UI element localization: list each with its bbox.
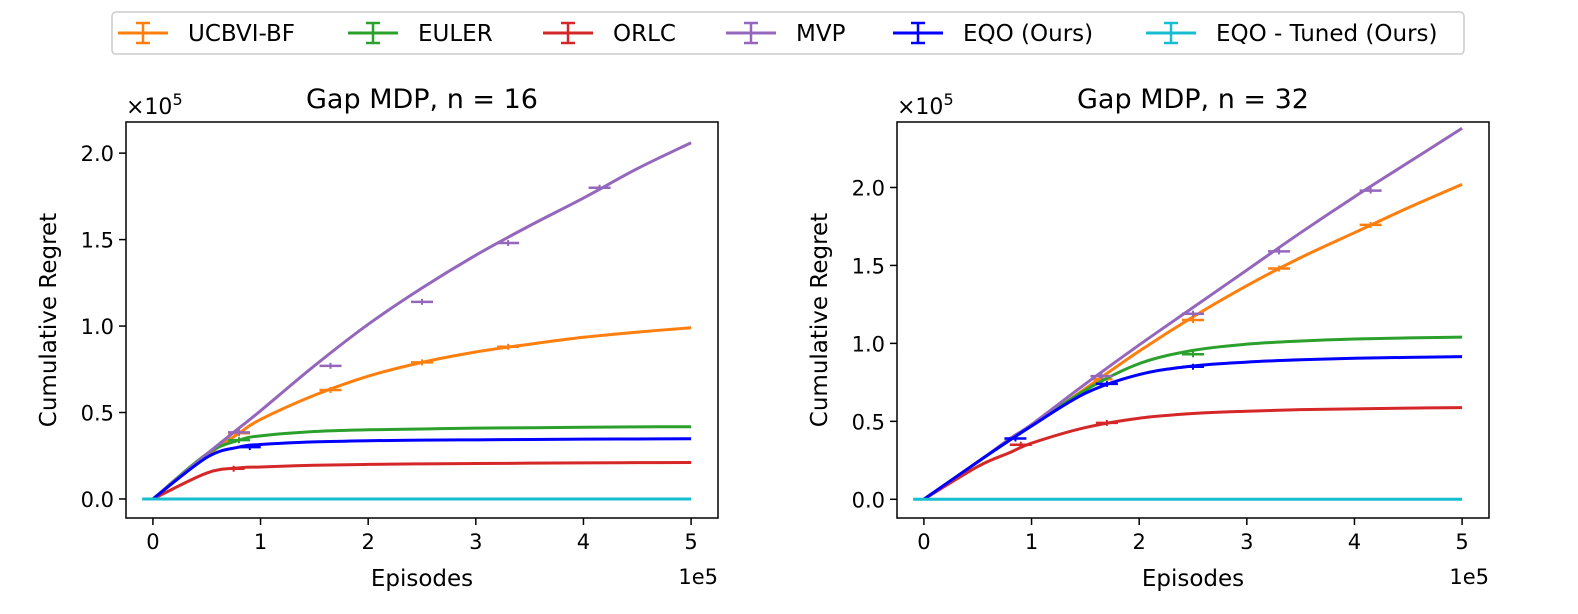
series-ucbvi-bf [923,182,1463,501]
series-line [151,141,692,501]
y-tick-label: 1.0 [81,315,114,339]
chart-title: Gap MDP, n = 16 [306,84,538,115]
x-tick-label: 1 [254,530,267,554]
y-axis-label: Cumulative Regret [807,213,833,427]
series-eqo-ours [923,355,1463,501]
y-multiplier: ×105 [897,90,954,120]
y-multiplier-exp: 5 [943,90,953,109]
plot-frame [125,121,719,519]
chart-title: Gap MDP, n = 32 [1077,84,1309,115]
legend-frame [111,11,1465,55]
series-line [923,182,1463,501]
x-tick-label: 4 [577,530,590,554]
y-multiplier-base: ×10 [897,95,943,120]
series-line [151,437,692,501]
series-mvp [151,141,692,501]
y-axis-label: Cumulative Regret [36,213,62,427]
series-orlc [152,460,692,501]
legend-item-orlc: ORLC [543,21,676,47]
series-line [923,335,1463,501]
legend-label: UCBVI-BF [188,21,295,47]
x-tick-label: 5 [684,530,697,554]
y-tick-label: 0.0 [852,488,885,512]
legend: UCBVI-BF EULER ORLC MVP EQO (Ours) EQO - Tune… [111,11,1465,55]
y-tick-label: 1.0 [852,332,885,356]
series-line [151,425,692,501]
legend-item-ucbvi-bf: UCBVI-BF [118,21,295,47]
legend-item-eqo-ours: EQO (Ours) [893,21,1093,47]
series-ucbvi-bf [151,326,692,501]
legend-label: EQO (Ours) [963,21,1093,47]
legend-item-euler: EULER [348,21,493,47]
x-tick-label: 5 [1455,530,1468,554]
x-multiplier: 1e5 [1449,565,1489,589]
y-multiplier-exp: 5 [172,90,182,109]
y-tick-label: 2.0 [81,142,114,166]
legend-label: EQO - Tuned (Ours) [1216,21,1438,47]
series-euler [151,425,692,501]
legend-label: ORLC [613,21,676,47]
series-orlc [923,406,1463,501]
x-multiplier: 1e5 [678,565,718,589]
x-tick-label: 0 [917,530,930,554]
y-tick-label: 0.5 [81,402,114,426]
series-eqo-ours [151,437,692,501]
series-line [151,326,692,501]
x-axis-label: Episodes [1142,566,1244,592]
legend-label: EULER [418,21,493,47]
legend-item-mvp: MVP [726,21,846,47]
legend-item-eqo-tuned-ours: EQO - Tuned (Ours) [1146,21,1438,47]
x-tick-label: 3 [1240,530,1253,554]
series-line [923,355,1463,501]
plot-frame [896,121,1490,519]
x-tick-label: 4 [1348,530,1361,554]
x-tick-label: 2 [1132,530,1145,554]
x-axis-label: Episodes [371,566,473,592]
x-tick-label: 2 [361,530,374,554]
series-line [923,406,1463,501]
y-tick-label: 0.0 [81,488,114,512]
x-tick-label: 1 [1025,530,1038,554]
legend-label: MVP [796,21,846,47]
y-multiplier: ×105 [126,90,183,120]
y-tick-label: 0.5 [852,410,885,434]
series-euler [923,335,1463,501]
x-tick-label: 0 [146,530,159,554]
x-tick-label: 3 [469,530,482,554]
y-tick-label: 1.5 [852,254,885,278]
y-tick-label: 2.0 [852,176,885,200]
y-tick-label: 1.5 [81,229,114,253]
y-multiplier-base: ×10 [126,95,172,120]
